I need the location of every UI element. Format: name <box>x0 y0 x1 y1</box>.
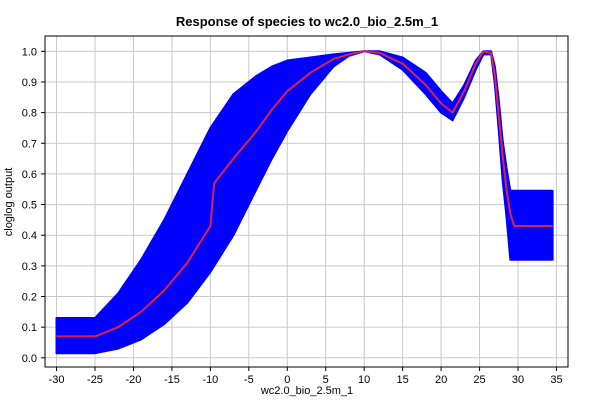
y-tick-label: 0.3 <box>22 261 37 273</box>
y-tick-label: 0.7 <box>22 138 37 150</box>
x-tick-label: -25 <box>87 374 103 386</box>
y-tick-label: 0.1 <box>22 322 37 334</box>
x-tick-label: 30 <box>512 374 524 386</box>
x-tick-label: 35 <box>550 374 562 386</box>
y-tick-label: 0.0 <box>22 353 37 365</box>
x-axis-label: wc2.0_bio_2.5m_1 <box>260 385 353 397</box>
x-tick-label: 10 <box>358 374 370 386</box>
plot-frame <box>44 35 569 368</box>
mean-response-line <box>56 50 553 338</box>
x-tick-label: -30 <box>49 374 65 386</box>
x-tick-label: 15 <box>397 374 409 386</box>
y-tick-label: 0.5 <box>22 200 37 212</box>
x-tick-label: -15 <box>164 374 180 386</box>
x-tick-label: 20 <box>435 374 447 386</box>
confidence-band <box>55 50 554 355</box>
axis-ticks: -30 -25 -20 -15 -10 -5 0 5 10 15 20 25 30 35 0.0 0.1 0.2… <box>22 46 563 386</box>
chart-title: Response of species to wc2.0_bio_2.5m_1 <box>176 14 438 29</box>
x-tick-label: -20 <box>125 374 141 386</box>
y-tick-label: 0.8 <box>22 108 37 120</box>
y-tick-label: 0.2 <box>22 292 37 304</box>
x-tick-label: 0 <box>284 374 290 386</box>
x-tick-label: 5 <box>323 374 329 386</box>
y-axis-label: cloglog output <box>3 168 15 237</box>
x-tick-label: -5 <box>244 374 254 386</box>
y-tick-label: 0.6 <box>22 169 37 181</box>
y-tick-label: 0.9 <box>22 77 37 89</box>
x-tick-label: 25 <box>473 374 485 386</box>
y-tick-label: 1.0 <box>22 46 37 58</box>
y-tick-label: 0.4 <box>22 230 37 242</box>
x-tick-label: -10 <box>202 374 218 386</box>
